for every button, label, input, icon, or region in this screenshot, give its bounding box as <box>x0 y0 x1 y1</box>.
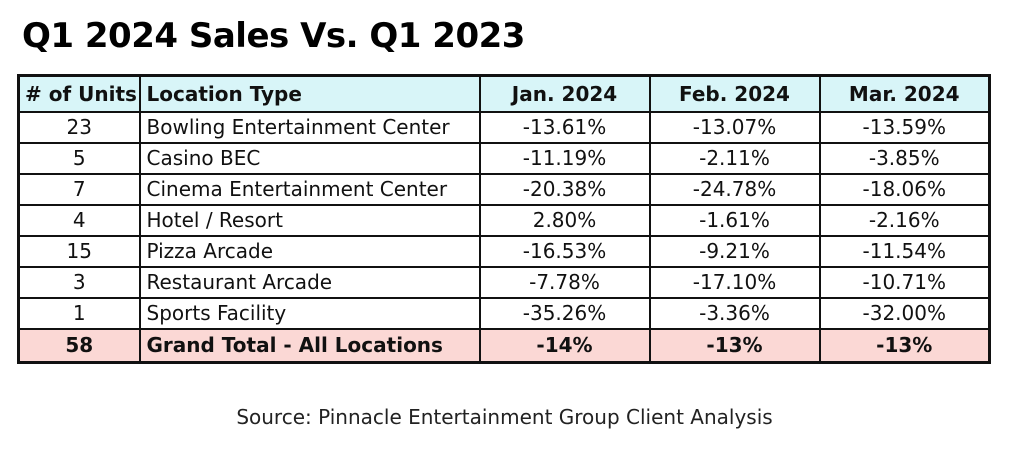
table-row: 5 Casino BEC -11.19% -2.11% -3.85% <box>17 141 991 175</box>
cell-location-type: Bowling Entertainment Center <box>138 110 481 144</box>
cell-location-type: Cinema Entertainment Center <box>138 172 481 206</box>
header-location-type: Location Type <box>138 74 481 113</box>
cell-jan: -11.19% <box>478 141 651 175</box>
cell-jan: 2.80% <box>478 203 651 237</box>
cell-location-type: Restaurant Arcade <box>138 265 481 299</box>
header-units: # of Units <box>17 74 141 113</box>
cell-mar: -18.06% <box>818 172 991 206</box>
total-feb: -13% <box>648 327 821 364</box>
cell-jan: -35.26% <box>478 296 651 330</box>
table-row: 7 Cinema Entertainment Center -20.38% -2… <box>17 172 991 206</box>
cell-mar: -11.54% <box>818 234 991 268</box>
table-row: 23 Bowling Entertainment Center -13.61% … <box>17 110 991 144</box>
cell-units: 7 <box>17 172 141 206</box>
cell-feb: -24.78% <box>648 172 821 206</box>
table-row: 3 Restaurant Arcade -7.78% -17.10% -10.7… <box>17 265 991 299</box>
source-note: Source: Pinnacle Entertainment Group Cli… <box>236 405 773 429</box>
sales-table: # of Units Location Type Jan. 2024 Feb. … <box>17 74 991 364</box>
cell-location-type: Casino BEC <box>138 141 481 175</box>
cell-units: 3 <box>17 265 141 299</box>
cell-units: 23 <box>17 110 141 144</box>
cell-jan: -7.78% <box>478 265 651 299</box>
total-units: 58 <box>17 327 141 364</box>
grand-total-row: 58 Grand Total - All Locations -14% -13%… <box>17 327 991 364</box>
cell-units: 4 <box>17 203 141 237</box>
cell-feb: -13.07% <box>648 110 821 144</box>
header-mar: Mar. 2024 <box>818 74 991 113</box>
cell-mar: -10.71% <box>818 265 991 299</box>
cell-units: 15 <box>17 234 141 268</box>
page-title: Q1 2024 Sales Vs. Q1 2023 <box>22 16 525 56</box>
total-label: Grand Total - All Locations <box>138 327 481 364</box>
cell-feb: -2.11% <box>648 141 821 175</box>
cell-mar: -13.59% <box>818 110 991 144</box>
cell-mar: -2.16% <box>818 203 991 237</box>
header-feb: Feb. 2024 <box>648 74 821 113</box>
cell-feb: -1.61% <box>648 203 821 237</box>
cell-feb: -9.21% <box>648 234 821 268</box>
table-row: 4 Hotel / Resort 2.80% -1.61% -2.16% <box>17 203 991 237</box>
cell-units: 5 <box>17 141 141 175</box>
cell-feb: -3.36% <box>648 296 821 330</box>
cell-jan: -16.53% <box>478 234 651 268</box>
table-row: 15 Pizza Arcade -16.53% -9.21% -11.54% <box>17 234 991 268</box>
cell-jan: -13.61% <box>478 110 651 144</box>
header-row: # of Units Location Type Jan. 2024 Feb. … <box>17 74 991 113</box>
table-row: 1 Sports Facility -35.26% -3.36% -32.00% <box>17 296 991 330</box>
total-jan: -14% <box>478 327 651 364</box>
header-jan: Jan. 2024 <box>478 74 651 113</box>
cell-location-type: Sports Facility <box>138 296 481 330</box>
cell-location-type: Hotel / Resort <box>138 203 481 237</box>
cell-location-type: Pizza Arcade <box>138 234 481 268</box>
cell-units: 1 <box>17 296 141 330</box>
cell-jan: -20.38% <box>478 172 651 206</box>
total-mar: -13% <box>818 327 991 364</box>
cell-mar: -3.85% <box>818 141 991 175</box>
cell-mar: -32.00% <box>818 296 991 330</box>
cell-feb: -17.10% <box>648 265 821 299</box>
